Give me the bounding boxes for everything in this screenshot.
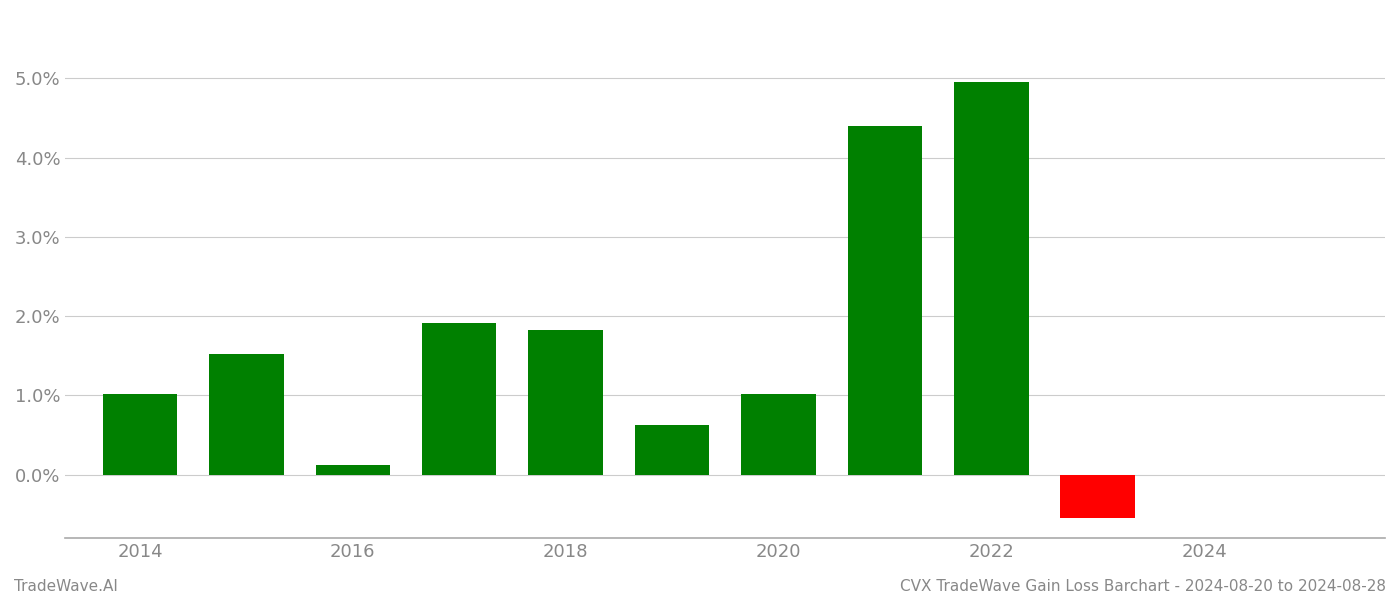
Text: CVX TradeWave Gain Loss Barchart - 2024-08-20 to 2024-08-28: CVX TradeWave Gain Loss Barchart - 2024-…: [900, 579, 1386, 594]
Bar: [528, 329, 603, 475]
Bar: [315, 465, 391, 475]
Bar: [847, 126, 923, 475]
Bar: [209, 354, 284, 475]
Bar: [953, 82, 1029, 475]
Bar: [634, 425, 710, 475]
Bar: [741, 394, 816, 475]
Bar: [1060, 475, 1135, 518]
Bar: [421, 323, 497, 475]
Bar: [102, 394, 178, 475]
Text: TradeWave.AI: TradeWave.AI: [14, 579, 118, 594]
